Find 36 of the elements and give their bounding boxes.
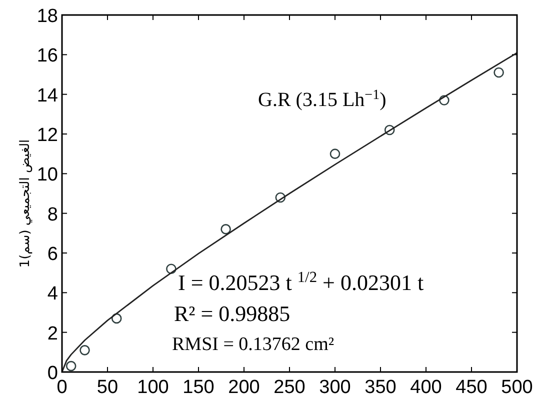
point bbox=[220, 224, 231, 234]
point bbox=[111, 313, 122, 324]
point bbox=[494, 67, 504, 78]
y-tick-label: 12 bbox=[36, 125, 58, 146]
x-tick-label: 200 bbox=[228, 377, 260, 398]
x-tick-label: 150 bbox=[182, 377, 214, 398]
y-tick-label: 4 bbox=[47, 284, 58, 305]
y-tick-label: 2 bbox=[47, 323, 58, 344]
annotation: RMSI = 0.13762 cm² bbox=[172, 334, 334, 355]
x-tick-label: 250 bbox=[274, 377, 306, 398]
annotation: I = 0.20523 t $^{1/2}$ + 0.02301 t bbox=[178, 268, 424, 295]
point bbox=[275, 192, 286, 203]
y-tick-label: 16 bbox=[36, 46, 58, 67]
y-tick-label: 14 bbox=[36, 85, 58, 106]
x-tick-label: 350 bbox=[364, 377, 396, 398]
point bbox=[439, 95, 450, 106]
line-series bbox=[61, 52, 518, 373]
x-tick-label: 100 bbox=[137, 377, 169, 398]
y-tick-label: 8 bbox=[47, 204, 58, 226]
point bbox=[330, 148, 340, 159]
y-axis-title: الغيض التجميعي (سم)1 bbox=[18, 139, 33, 268]
x-tick-label: 300 bbox=[319, 377, 351, 398]
x-tick-label: 450 bbox=[456, 377, 488, 398]
x-tick-label: 400 bbox=[410, 377, 442, 398]
point bbox=[384, 124, 395, 136]
x-tick-label: 50 bbox=[96, 377, 118, 398]
annotation: R² = 0.99885 bbox=[174, 301, 290, 326]
point bbox=[80, 345, 90, 356]
y-tick-label: 10 bbox=[36, 164, 58, 186]
point bbox=[66, 360, 76, 372]
y-tick-label: 6 bbox=[47, 244, 58, 265]
x-tick-label: 500 bbox=[501, 377, 533, 398]
y-tick-label: 0 bbox=[47, 363, 58, 384]
annotation: G.R (3.15 Lh$^{−1}$) bbox=[258, 88, 386, 111]
point bbox=[166, 264, 176, 274]
y-tick-label: 18 bbox=[36, 6, 58, 27]
